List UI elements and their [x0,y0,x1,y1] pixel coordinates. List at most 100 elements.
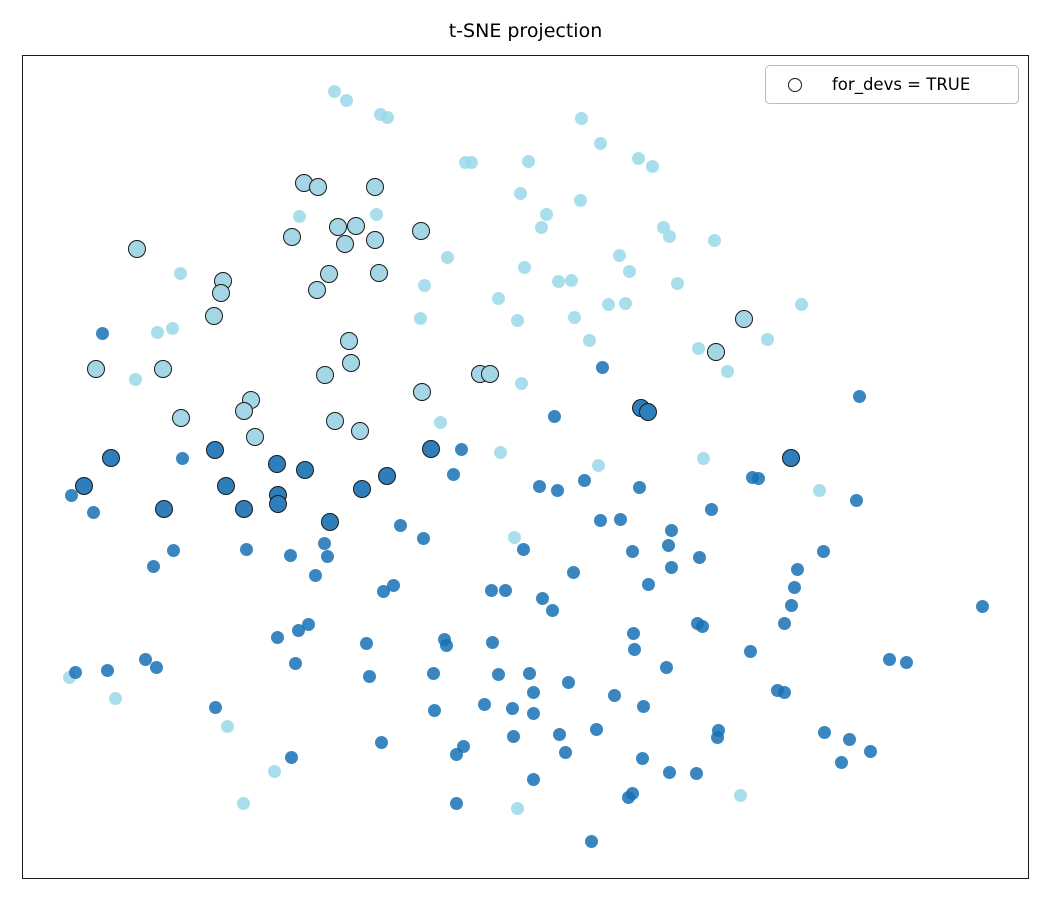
scatter-point-dark [526,685,540,699]
scatter-point-dark [635,751,649,765]
scatter-point-light [670,276,684,290]
scatter-point-dark [689,766,703,780]
scatter-point-for-devs-light [320,265,338,283]
scatter-point-dark [416,531,430,545]
scatter-point-light [491,291,505,305]
scatter-point-for-devs-dark [75,477,93,495]
scatter-point-light [513,186,527,200]
scatter-point-dark [625,786,639,800]
scatter-point-for-devs-light [308,281,326,299]
scatter-point-dark [550,483,564,497]
scatter-point-dark [664,523,678,537]
scatter-point-light [574,111,588,125]
scatter-point-dark [498,583,512,597]
scatter-point-for-devs-light [154,360,172,378]
scatter-point-light [631,151,645,165]
scatter-point-light [534,220,548,234]
scatter-point-light [551,274,565,288]
scatter-point-dark [526,772,540,786]
scatter-point-for-devs-light [413,383,431,401]
scatter-point-light [573,193,587,207]
scatter-point-dark [449,796,463,810]
scatter-point-dark [607,688,621,702]
scatter-point-dark [816,544,830,558]
scatter-point-for-devs-dark [155,500,173,518]
scatter-point-light [510,313,524,327]
scatter-point-for-devs-dark [269,495,287,513]
scatter-point-dark [516,542,530,556]
scatter-point-light [601,297,615,311]
scatter-point-for-devs-dark [206,441,224,459]
scatter-point-for-devs-light [246,428,264,446]
scatter-point-dark [175,451,189,465]
scatter-point-dark [427,703,441,717]
scatter-point-dark [149,660,163,674]
scatter-point-dark [100,663,114,677]
scatter-point-dark [288,656,302,670]
scatter-point-dark [426,666,440,680]
scatter-point-dark [751,471,765,485]
scatter-point-dark [439,638,453,652]
scatter-point-light [493,445,507,459]
scatter-point-light [521,154,535,168]
scatter-point-dark [641,577,655,591]
scatter-point-dark [692,550,706,564]
scatter-point-light [517,260,531,274]
scatter-point-dark [834,755,848,769]
scatter-point-dark [526,706,540,720]
scatter-point-dark [842,732,856,746]
scatter-point-dark [522,666,536,680]
scatter-point-dark [86,505,100,519]
scatter-point-dark [535,591,549,605]
scatter-point-dark [899,655,913,669]
scatter-point-dark [386,578,400,592]
scatter-point-light [220,719,234,733]
scatter-point-dark [710,730,724,744]
scatter-point-light [514,376,528,390]
scatter-point-dark [393,518,407,532]
scatter-point-dark [454,442,468,456]
scatter-point-for-devs-dark [235,500,253,518]
scatter-point-dark [166,543,180,557]
scatter-point-dark [627,642,641,656]
scatter-point-dark [291,623,305,637]
scatter-point-dark [659,660,673,674]
scatter-point-for-devs-light [128,240,146,258]
scatter-point-for-devs-light [351,422,369,440]
scatter-point-dark [491,667,505,681]
scatter-point-dark [632,480,646,494]
scatter-point-for-devs-light [412,222,430,240]
scatter-point-dark [449,747,463,761]
scatter-point-dark [817,725,831,739]
scatter-point-for-devs-light [172,409,190,427]
scatter-point-for-devs-light [481,365,499,383]
scatter-point-for-devs-light [342,354,360,372]
scatter-point-for-devs-light [347,217,365,235]
scatter-point-light [591,458,605,472]
scatter-point-dark [882,652,896,666]
scatter-point-light [173,266,187,280]
scatter-point-dark [636,699,650,713]
scatter-point-dark [852,389,866,403]
scatter-point-light [812,483,826,497]
scatter-point-light [108,691,122,705]
scatter-point-for-devs-dark [268,455,286,473]
scatter-point-dark [695,619,709,633]
scatter-point-light [539,207,553,221]
scatter-point-dark [95,326,109,340]
scatter-point-light [413,311,427,325]
scatter-point-light [707,233,721,247]
scatter-point-dark [477,697,491,711]
scatter-point-dark [626,626,640,640]
scatter-point-dark [320,549,334,563]
plot-area: for_devs = TRUE [22,55,1029,879]
scatter-point-light [582,333,596,347]
scatter-point-dark [362,669,376,683]
scatter-point-light [464,155,478,169]
legend: for_devs = TRUE [765,65,1019,104]
scatter-point-for-devs-dark [378,467,396,485]
scatter-point-dark [593,513,607,527]
scatter-point-for-devs-light [370,264,388,282]
legend-open-circle-icon [788,77,802,92]
scatter-point-dark [561,675,575,689]
